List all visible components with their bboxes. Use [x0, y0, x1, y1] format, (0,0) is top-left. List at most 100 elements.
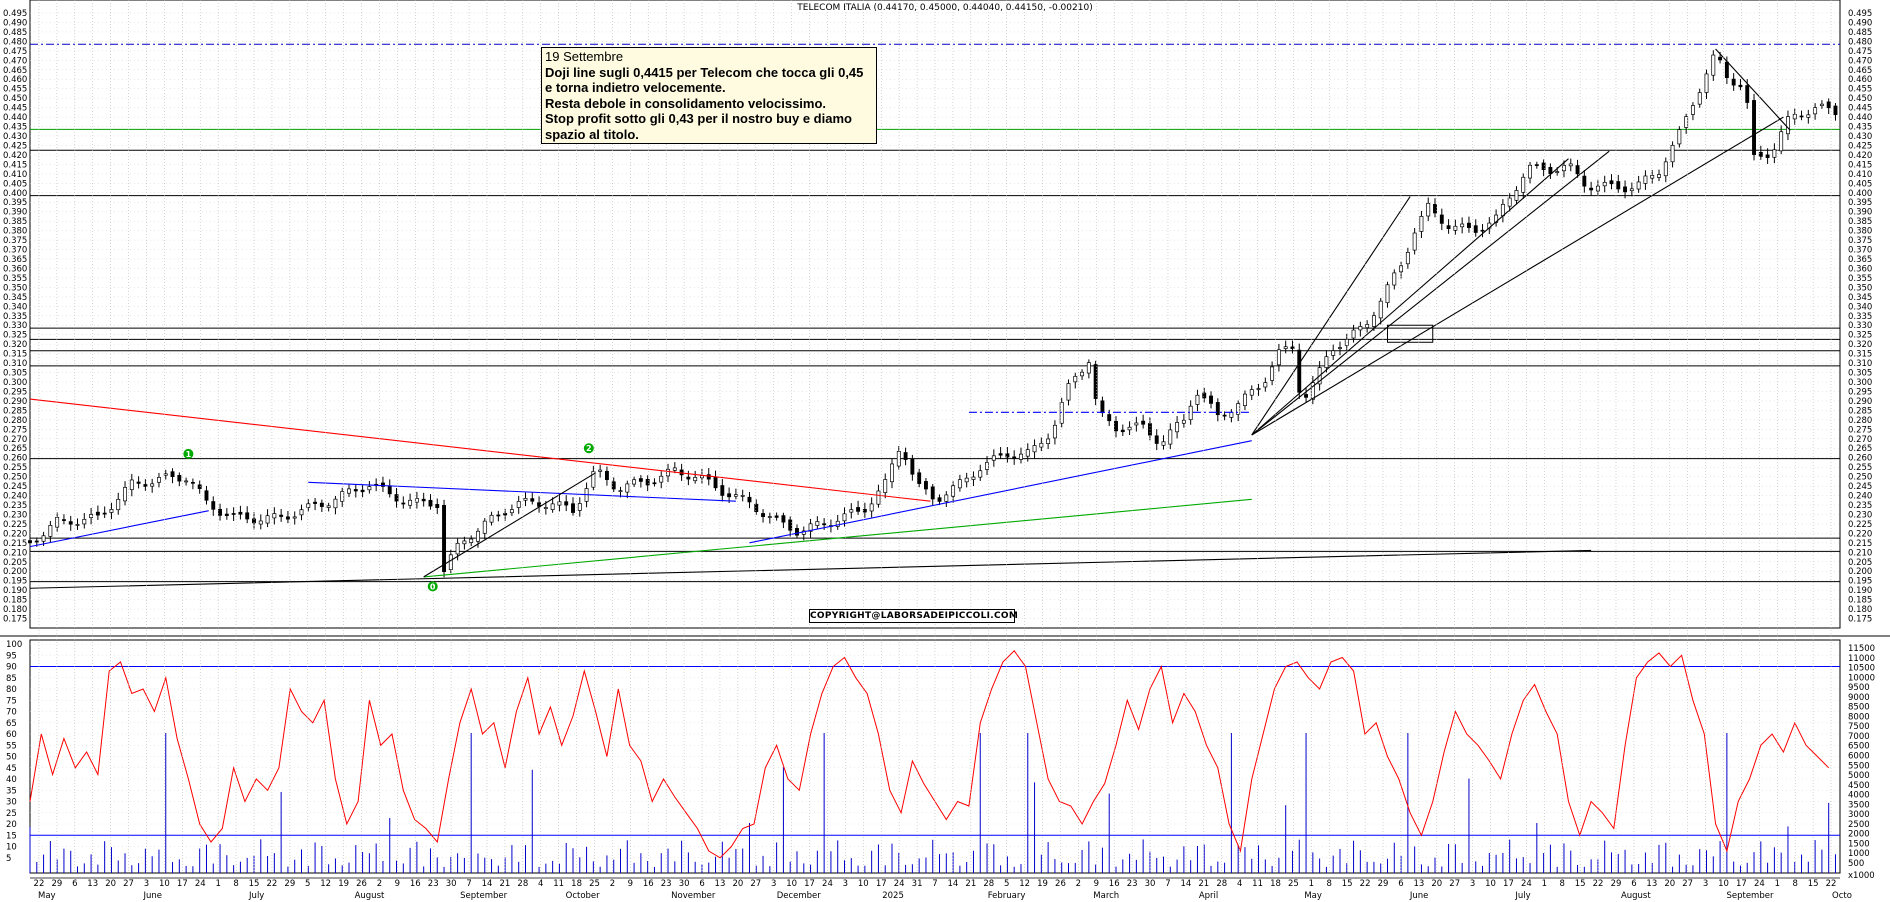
- candle-body: [245, 512, 250, 520]
- candle-body: [1745, 85, 1750, 103]
- candle-body: [652, 482, 657, 485]
- candle-body: [1752, 100, 1756, 155]
- y-tick-label-left: 0.185: [3, 596, 27, 606]
- y-tick-label-left: 0.380: [3, 227, 27, 237]
- candle-body: [1670, 144, 1675, 163]
- y-tick-label-left: 0.370: [3, 246, 27, 256]
- candle-body: [218, 508, 222, 516]
- y-tick-label-left: 0.250: [3, 473, 27, 483]
- y-tick-label-right: 0.290: [1848, 397, 1872, 407]
- wave-marker-label: 0: [430, 582, 436, 591]
- y-tick-label-left: 0.455: [3, 85, 27, 95]
- candle-body: [598, 469, 603, 472]
- candle-body: [1541, 162, 1546, 170]
- volume-unit-label: x1000: [1848, 871, 1875, 881]
- wave-marker-dot: [183, 448, 194, 459]
- x-tick-label: 18: [1270, 879, 1281, 889]
- candle-body: [157, 477, 161, 483]
- annotation-line: spazio al titolo.: [545, 126, 639, 142]
- candle-body: [1093, 364, 1098, 399]
- y-tick-label-right: 0.300: [1848, 378, 1872, 388]
- x-tick-label: 11: [1252, 879, 1263, 889]
- x-tick-label: 10: [159, 879, 170, 889]
- x-tick-label: 21: [1198, 879, 1209, 889]
- y-tick-label-left: 0.330: [3, 321, 27, 331]
- annotation-title: 19 Settembre: [545, 49, 624, 64]
- candle-body: [591, 471, 596, 488]
- candle-body: [1792, 113, 1797, 120]
- y-tick-label-right: 0.380: [1848, 227, 1872, 237]
- y-tick-label-right: 0.270: [1848, 435, 1872, 445]
- y-tick-label-right: 0.280: [1848, 416, 1872, 426]
- candle-body: [1202, 392, 1207, 399]
- y-tick-label-right: 0.390: [1848, 208, 1872, 218]
- y-tick-label-left: 0.360: [3, 264, 27, 274]
- candle-body: [577, 503, 582, 511]
- y-tick-label-left: 0.495: [3, 9, 27, 19]
- y-tick-label-right: 0.210: [1848, 548, 1872, 558]
- candle-body: [618, 490, 623, 492]
- candle-body: [75, 524, 80, 526]
- y-tick-label-right: 0.180: [1848, 605, 1872, 615]
- y-tick-label-right: 0.310: [1848, 359, 1872, 369]
- volume-tick-label: 1000: [1848, 849, 1870, 859]
- volume-tick-label: 4500: [1848, 781, 1870, 791]
- annotation-line: Doji line sugli 0,4415 per Telecom che t…: [545, 64, 864, 80]
- y-tick-label-left: 0.425: [3, 141, 27, 151]
- candle-body: [1107, 414, 1112, 422]
- candle-body: [638, 478, 643, 482]
- x-tick-label: 17: [1736, 879, 1747, 889]
- candle-body: [523, 498, 528, 501]
- candle-body: [1080, 371, 1085, 377]
- volume-tick-label: 8500: [1848, 703, 1870, 713]
- y-tick-label-left: 0.465: [3, 66, 27, 76]
- x-month-label: May: [38, 891, 56, 901]
- y-tick-label-right: 0.285: [1848, 406, 1872, 416]
- y-tick-label-left: 0.340: [3, 302, 27, 312]
- x-tick-label: 17: [804, 879, 815, 889]
- candle-body: [177, 475, 182, 482]
- candle-body: [1548, 167, 1553, 174]
- x-tick-label: 18: [571, 879, 582, 889]
- candle-body: [1439, 214, 1444, 224]
- candle-body: [1175, 422, 1180, 433]
- candle-body: [1636, 181, 1641, 190]
- osc-tick-label: 80: [6, 685, 17, 695]
- candle-body: [184, 480, 189, 483]
- y-tick-label-right: 0.440: [1848, 113, 1872, 123]
- y-tick-label-right: 0.420: [1848, 151, 1872, 161]
- x-tick-label: 15: [1575, 879, 1586, 889]
- candle-body: [754, 503, 759, 513]
- candle-body: [1663, 161, 1668, 177]
- x-tick-label: 17: [1503, 879, 1514, 889]
- candle-body: [313, 501, 318, 504]
- x-tick-label: 3: [771, 879, 776, 889]
- volume-tick-label: 9000: [1848, 693, 1870, 703]
- candle-body: [1473, 225, 1478, 233]
- x-tick-label: 28: [1216, 879, 1227, 889]
- candle-body: [1209, 395, 1213, 404]
- volume-tick-label: 11000: [1848, 654, 1875, 664]
- candle-body: [1500, 203, 1505, 217]
- y-tick-label-right: 0.345: [1848, 293, 1872, 303]
- wave-marker-label: 2: [586, 444, 592, 453]
- candle-body: [258, 520, 263, 525]
- candle-body: [1025, 449, 1030, 457]
- x-tick-label: 1: [1542, 879, 1547, 889]
- candle-body: [1344, 339, 1349, 346]
- y-tick-label-left: 0.300: [3, 378, 27, 388]
- y-tick-label-right: 0.190: [1848, 586, 1872, 596]
- candle-body: [747, 496, 752, 503]
- x-tick-label: 8: [1560, 879, 1565, 889]
- x-month-label: August: [355, 891, 385, 901]
- x-month-label: June: [143, 891, 163, 901]
- candle-body: [34, 540, 39, 543]
- trend-line: [29, 398, 931, 502]
- candle-body: [1562, 164, 1566, 172]
- candle-body: [1819, 103, 1824, 107]
- candle-body: [822, 523, 827, 526]
- y-tick-label-right: 0.235: [1848, 501, 1872, 511]
- x-tick-label: 15: [1808, 879, 1819, 889]
- x-tick-label: 2: [1076, 879, 1081, 889]
- y-tick-label-left: 0.225: [3, 520, 27, 530]
